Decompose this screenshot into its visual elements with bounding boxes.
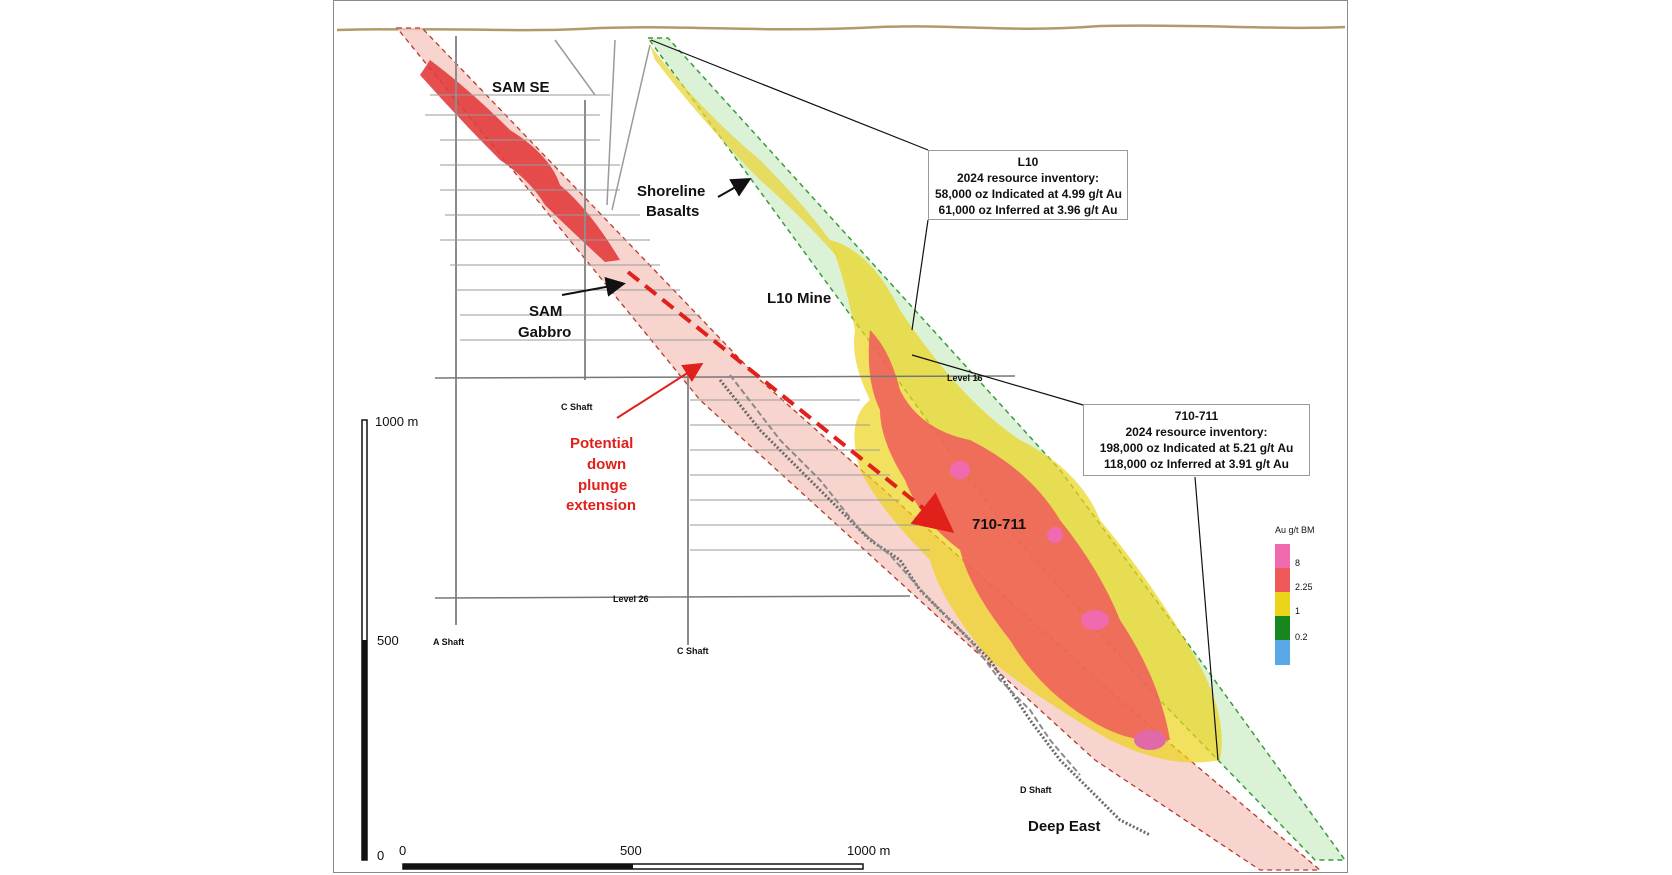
hscale-right-label: 1000 m [847, 843, 890, 858]
vertical-scale-bar [361, 419, 368, 861]
legend-label-2-25: 2.25 [1295, 582, 1313, 592]
legend-swatch-1 [1275, 592, 1290, 616]
l10-leader [650, 39, 929, 151]
c-shaft-lower-label: C Shaft [677, 646, 709, 656]
hscale-mid-label: 500 [620, 843, 642, 858]
level26-label: Level 26 [613, 594, 649, 604]
sam-se-label: SAM SE [492, 79, 550, 96]
high-grade-pod [1081, 610, 1109, 630]
underground-workings [729, 374, 1081, 776]
extension-arrow [626, 270, 955, 533]
sam-se-core [420, 60, 620, 262]
ramp-line [611, 44, 651, 211]
level16-label: Level 16 [947, 373, 983, 383]
l10-callout-line2: 61,000 oz Inferred at 3.96 g/t Au [938, 203, 1118, 217]
l10-callout-line1: 58,000 oz Indicated at 4.99 g/t Au [935, 187, 1122, 201]
zone-710-label: 710-711 [972, 516, 1026, 533]
710-leader [1194, 476, 1219, 761]
l10-callout-subtitle: 2024 resource inventory: [956, 171, 1100, 185]
sam-gabbro-label-1: SAM [529, 303, 562, 320]
l10-mine-label: L10 Mine [767, 290, 831, 307]
high-grade-pod [1047, 527, 1063, 543]
legend-label-1: 1 [1295, 606, 1300, 616]
l10-leader [911, 219, 929, 331]
shoreline-ore-trace [650, 45, 840, 260]
legend-label-8: 8 [1295, 558, 1300, 568]
vscale-bottom-label: 0 [377, 848, 384, 863]
l10-callout-title: L10 [1017, 155, 1039, 169]
legend-swatch-2-25 [1275, 568, 1290, 592]
legend-label-0-2: 0.2 [1295, 632, 1308, 642]
ramp-line [606, 39, 616, 206]
710-callout-subtitle: 2024 resource inventory: [1125, 425, 1268, 439]
710-callout: 710-711 2024 resource inventory: 198,000… [1083, 404, 1310, 476]
high-grade-pod [950, 461, 970, 479]
extension-pointer [616, 362, 704, 419]
level-drifts [425, 94, 1016, 599]
sam-gabbro-pointer [561, 277, 626, 297]
710-callout-line2: 118,000 oz Inferred at 3.91 g/t Au [1104, 457, 1289, 471]
hscale-left-label: 0 [399, 843, 406, 858]
potential-label-1: Potential [570, 435, 633, 452]
d-shaft-label: D Shaft [1020, 785, 1052, 795]
topography-line [336, 24, 1346, 32]
shoreline-pointer [717, 178, 752, 198]
legend-swatch-0-2 [1275, 616, 1290, 640]
grade-legend [1275, 544, 1290, 665]
legend-title: Au g/t BM [1275, 525, 1315, 535]
high-grade-pod [1134, 730, 1166, 750]
a-shaft-label: A Shaft [433, 637, 464, 647]
710-leader [911, 354, 1084, 406]
legend-swatch-low [1275, 640, 1290, 665]
710-callout-title: 710-711 [1174, 409, 1219, 423]
ramp-line [554, 39, 596, 96]
horizontal-scale-bar [402, 863, 864, 870]
l10-callout: L10 2024 resource inventory: 58,000 oz I… [928, 150, 1128, 220]
potential-label-3: plunge [578, 477, 627, 494]
710-callout-line1: 198,000 oz Indicated at 5.21 g/t Au [1099, 441, 1294, 455]
potential-label-4: extension [566, 497, 636, 514]
potential-label-2: down [587, 456, 626, 473]
c-shaft-upper-label: C Shaft [561, 402, 593, 412]
vscale-top-label: 1000 m [375, 414, 418, 429]
underground-workings [718, 379, 1151, 837]
legend-swatch-8 [1275, 544, 1290, 568]
shoreline-label-2: Basalts [646, 203, 699, 220]
sam-gabbro-label-2: Gabbro [518, 324, 571, 341]
orebody-mid-grade [868, 330, 1170, 741]
deep-east-label: Deep East [1028, 818, 1101, 835]
shoreline-label-1: Shoreline [637, 183, 705, 200]
vscale-mid-label: 500 [377, 633, 399, 648]
